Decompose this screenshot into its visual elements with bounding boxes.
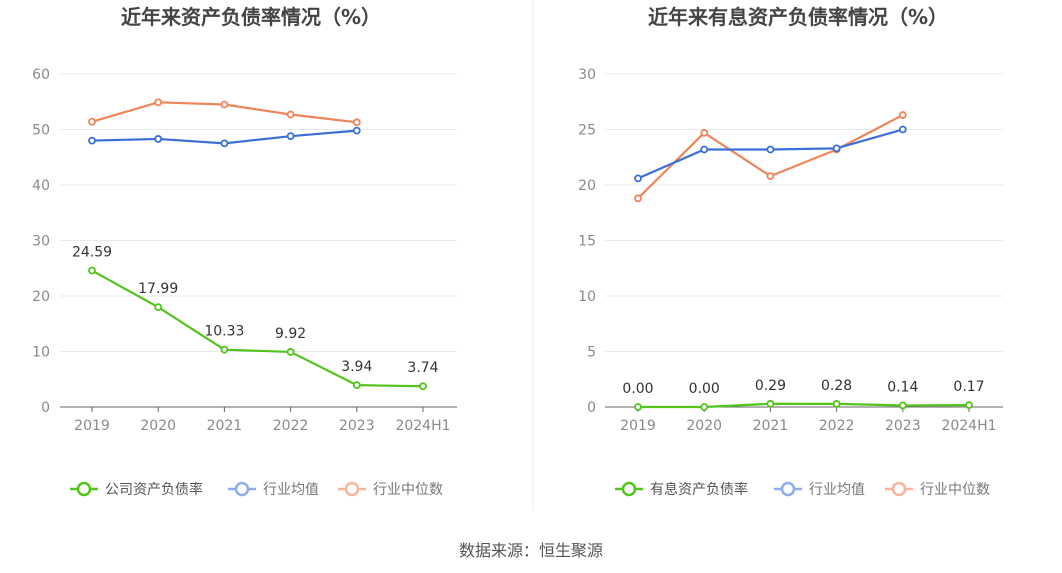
x-tick-label: 2022: [819, 418, 855, 434]
x-tick-label: 2024H1: [395, 418, 450, 434]
y-tick-label: 5: [587, 345, 596, 361]
data-point[interactable]: [352, 126, 361, 135]
data-point[interactable]: [220, 139, 229, 148]
data-point[interactable]: [352, 118, 361, 127]
chart-title-asset-liability: 近年来资产负债率情况（%）: [121, 5, 381, 29]
data-label: 0.00: [689, 381, 720, 397]
series-line-2: [637, 114, 904, 200]
x-tick-label: 2024H1: [941, 418, 996, 434]
data-point[interactable]: [419, 382, 427, 391]
x-tick-label: 2023: [339, 418, 375, 434]
data-point[interactable]: [700, 145, 709, 154]
y-tick-label: 30: [32, 234, 50, 250]
legend-marker-icon: [891, 481, 907, 497]
data-point[interactable]: [286, 132, 295, 141]
data-label: 10.33: [204, 324, 244, 340]
y-tick-label: 30: [578, 67, 596, 83]
data-label: 17.99: [138, 281, 178, 297]
y-tick-label: 0: [587, 400, 596, 416]
data-point[interactable]: [154, 98, 163, 107]
x-tick-label: 2020: [140, 418, 176, 434]
legend-marker-icon: [344, 481, 360, 497]
data-label: 0.29: [755, 378, 786, 394]
data-point[interactable]: [634, 194, 642, 203]
data-label: 3.94: [341, 359, 372, 375]
chart-title-interest-bearing: 近年来有息资产负债率情况（%）: [648, 5, 948, 29]
series-line-0: [91, 269, 424, 388]
chart-asset-liability: 0 10 20 30 40 50 60 2019 2020 2021 2022 2023 2024H1 2…: [32, 67, 457, 434]
data-point[interactable]: [832, 399, 841, 408]
data-point[interactable]: [766, 145, 775, 154]
data-point[interactable]: [88, 117, 96, 126]
series-line-0: [638, 402, 970, 409]
data-point[interactable]: [154, 135, 163, 143]
y-tick-label: 15: [578, 234, 596, 250]
data-label: 0.14: [887, 379, 918, 395]
y-tick-label: 20: [32, 289, 50, 305]
data-label: 3.74: [407, 360, 438, 376]
legend-item[interactable]: 行业中位数: [338, 481, 443, 498]
legend-label: 行业均值: [809, 482, 865, 498]
legend-label: 有息资产负债率: [650, 481, 748, 498]
legend-marker-icon: [621, 481, 637, 497]
legend-marker-icon: [76, 481, 92, 497]
legend-label: 行业中位数: [373, 482, 443, 498]
y-tick-label: 60: [32, 67, 50, 83]
data-point[interactable]: [88, 136, 96, 145]
data-point[interactable]: [898, 125, 907, 134]
legend-label: 行业均值: [263, 482, 319, 498]
data-label: 24.59: [72, 245, 112, 261]
data-label: 0.17: [953, 379, 984, 395]
data-point[interactable]: [286, 348, 295, 356]
data-point[interactable]: [634, 403, 642, 411]
x-tick-label: 2019: [74, 418, 110, 434]
legend-item[interactable]: 行业中位数: [885, 481, 990, 498]
x-tick-label: 2023: [885, 418, 921, 434]
legend-marker-icon: [234, 481, 250, 497]
data-point[interactable]: [634, 174, 642, 183]
legend-item[interactable]: 有息资产负债率: [615, 481, 748, 498]
y-tick-label: 10: [578, 289, 596, 305]
data-label: 9.92: [275, 326, 306, 342]
legend-label: 公司资产负债率: [105, 481, 203, 498]
y-tick-label: 40: [32, 178, 50, 194]
data-point[interactable]: [220, 345, 229, 354]
data-point[interactable]: [832, 144, 841, 153]
x-tick-label: 2020: [686, 418, 722, 434]
data-point[interactable]: [898, 111, 907, 119]
data-point[interactable]: [154, 303, 163, 312]
y-tick-label: 25: [578, 123, 596, 139]
data-point[interactable]: [352, 381, 361, 390]
x-tick-label: 2021: [207, 418, 243, 434]
data-source-note: 数据来源：恒生聚源: [459, 541, 603, 560]
legend-item[interactable]: 行业均值: [774, 481, 865, 498]
legend-item[interactable]: 行业均值: [228, 481, 319, 498]
data-point[interactable]: [766, 172, 775, 181]
y-tick-label: 20: [578, 178, 596, 194]
data-point[interactable]: [898, 401, 907, 410]
legend-asset-liability[interactable]: 公司资产负债率 行业均值 行业中位数: [70, 481, 443, 498]
x-tick-label: 2019: [620, 418, 656, 434]
x-tick-label: 2021: [753, 418, 789, 434]
x-tick-label: 2022: [273, 418, 309, 434]
y-tick-label: 10: [32, 345, 50, 361]
legend-marker-icon: [780, 481, 796, 497]
data-point[interactable]: [766, 399, 775, 408]
data-label: 0.00: [622, 381, 653, 397]
legend-label: 行业中位数: [920, 482, 990, 498]
data-point[interactable]: [88, 266, 96, 275]
data-point[interactable]: [965, 401, 973, 410]
y-tick-label: 50: [32, 123, 50, 139]
legend-item[interactable]: 公司资产负债率: [70, 481, 203, 498]
legend-interest-bearing[interactable]: 有息资产负债率 行业均值 行业中位数: [615, 481, 990, 498]
data-point[interactable]: [220, 100, 229, 109]
data-point[interactable]: [700, 128, 709, 137]
data-label: 0.28: [821, 378, 852, 394]
data-point[interactable]: [700, 403, 709, 411]
chart-interest-bearing: 0 5 10 15 20 25 30 2019 2020 2021 2022 2023 2024H1 0.…: [578, 67, 1003, 434]
y-tick-label: 0: [41, 400, 50, 416]
data-point[interactable]: [286, 110, 295, 119]
